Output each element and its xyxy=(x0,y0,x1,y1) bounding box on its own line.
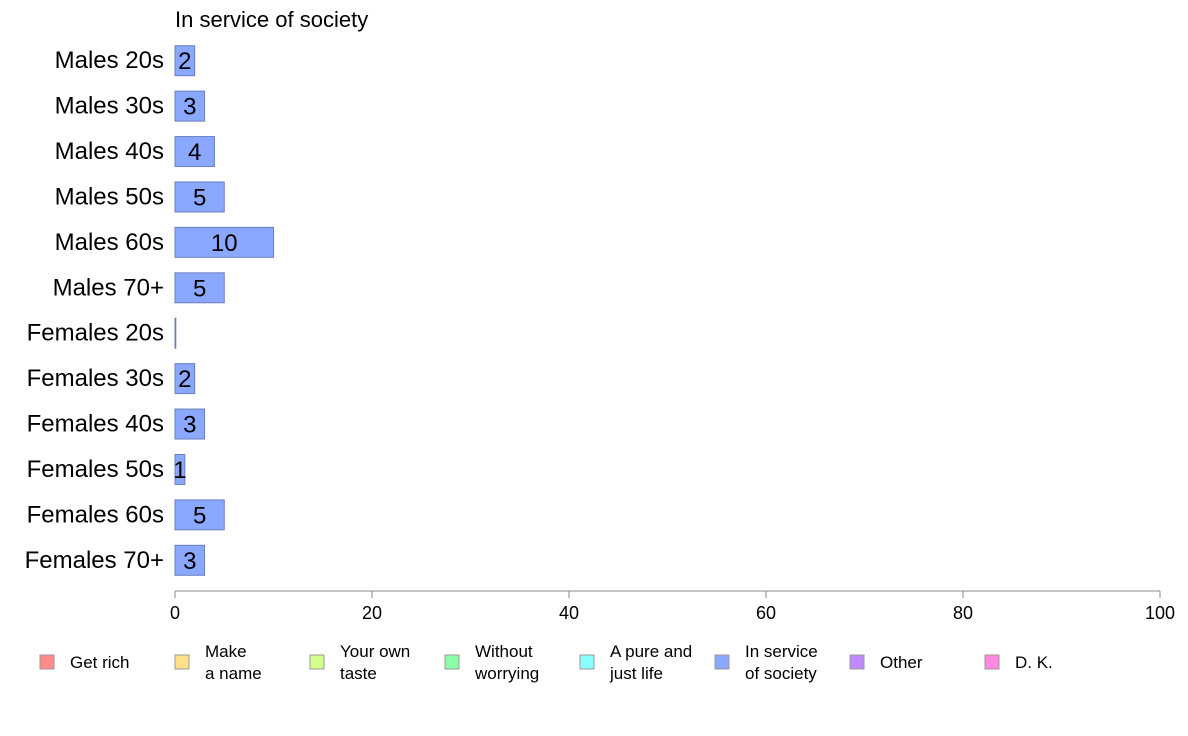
legend-swatch xyxy=(309,654,325,670)
legend-swatch xyxy=(579,654,595,670)
category-label: Males 70+ xyxy=(53,274,164,301)
bar xyxy=(174,272,225,304)
bar xyxy=(174,45,196,77)
category-label: Males 40s xyxy=(55,138,164,165)
legend-swatch xyxy=(984,654,1000,670)
legend-swatch xyxy=(444,654,460,670)
bar xyxy=(174,363,196,395)
category-label: Males 20s xyxy=(55,47,164,74)
bar xyxy=(174,181,225,213)
bar xyxy=(174,317,177,349)
category-label: Females 70+ xyxy=(25,547,164,574)
legend-swatch xyxy=(39,654,55,670)
legend-label: D. K. xyxy=(1015,653,1053,672)
bar xyxy=(174,226,274,258)
bar-value-label: 5 xyxy=(193,502,206,529)
chart-title: In service of society xyxy=(175,7,368,32)
bar-value-label: 2 xyxy=(178,366,191,393)
legend-label: Your own taste xyxy=(340,642,410,683)
category-label: Females 50s xyxy=(27,456,164,483)
bar xyxy=(174,499,225,531)
x-axis: 0 20 40 60 80 100 xyxy=(170,590,1175,623)
x-tick-label: 0 xyxy=(170,603,180,623)
legend-label: Other xyxy=(880,653,923,672)
category-label: Females 60s xyxy=(27,501,164,528)
bar xyxy=(174,90,206,122)
category-label: Females 30s xyxy=(27,365,164,392)
x-tick-label: 80 xyxy=(953,603,973,623)
bar-value-label: 5 xyxy=(193,275,206,302)
bar xyxy=(174,453,186,485)
legend-label: A pure and just life xyxy=(609,642,692,683)
bar-value-label: 4 xyxy=(188,139,201,166)
x-tick-label: 40 xyxy=(559,603,579,623)
bar-value-label: 2 xyxy=(178,48,191,75)
legend-label: In service of society xyxy=(745,642,818,683)
category-label: Males 50s xyxy=(55,183,164,210)
category-label: Females 40s xyxy=(27,411,164,438)
category-label: Males 30s xyxy=(55,93,164,120)
bar xyxy=(174,544,206,576)
x-tick-label: 100 xyxy=(1145,603,1175,623)
legend-label: Without worrying xyxy=(474,642,539,683)
legend-swatch xyxy=(714,654,730,670)
legend-swatch xyxy=(174,654,190,670)
bar xyxy=(174,408,206,440)
bar-value-label: 10 xyxy=(211,230,238,257)
bar-value-label: 1 xyxy=(173,457,186,484)
legend-label: Get rich xyxy=(70,653,130,672)
bar-value-label: 3 xyxy=(183,94,196,121)
bar xyxy=(174,136,215,168)
bar-value-label: 3 xyxy=(183,548,196,575)
category-label: Males 60s xyxy=(55,229,164,256)
bar-value-label: 5 xyxy=(193,184,206,211)
x-tick-label: 20 xyxy=(362,603,382,623)
legend-swatch xyxy=(849,654,865,670)
x-tick-label: 60 xyxy=(756,603,776,623)
bars-group: Males 20s 2 Males 30s 3 Males 40s 4 Males 50s 5… xyxy=(25,45,274,576)
category-label: Females 20s xyxy=(27,320,164,347)
bar-value-label: 3 xyxy=(183,412,196,439)
legend-label: Make a name xyxy=(205,642,262,683)
legend: Get rich Make a name Your own taste Without wo… xyxy=(39,642,1053,683)
